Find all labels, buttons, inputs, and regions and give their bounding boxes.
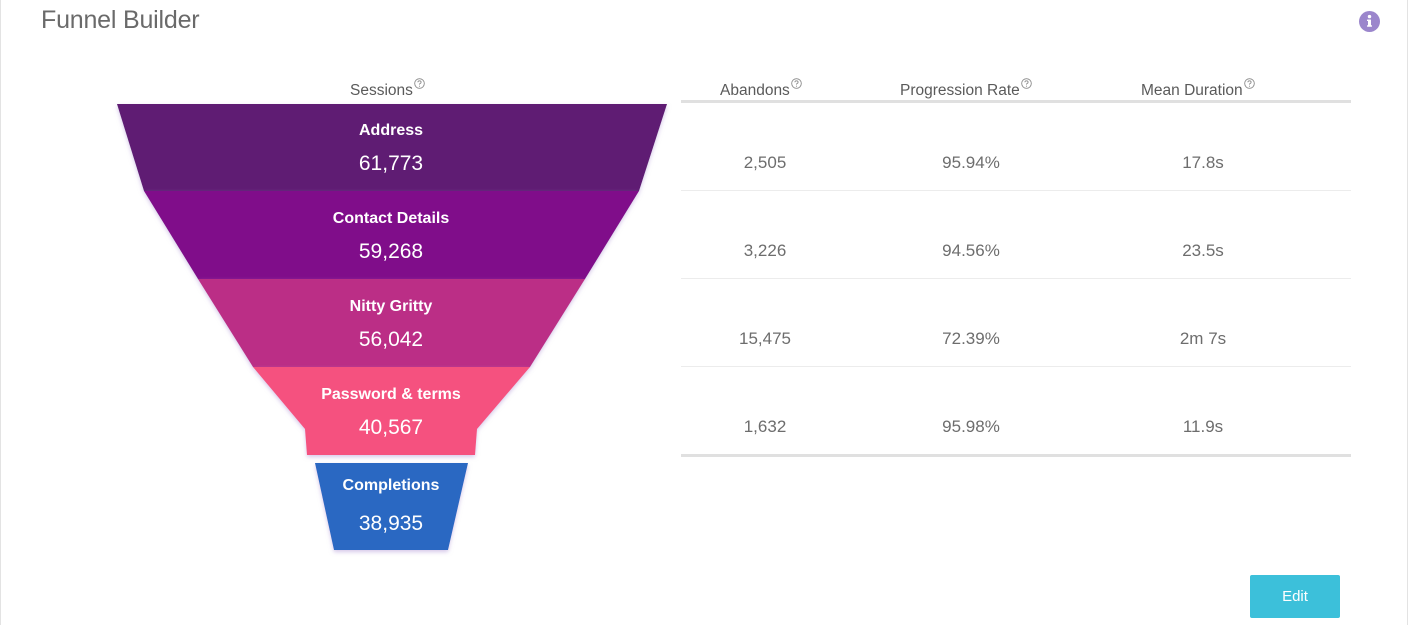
stage-name: Address	[358, 122, 424, 139]
mean-duration-cell: 17.8s	[1182, 153, 1224, 172]
abandons-cell: 1,632	[743, 417, 787, 436]
funnel-stats-table: 2,505 95.94% 17.8s 3,226 94.56% 23.5s 15…	[681, 100, 1351, 458]
table-row: 1,632 95.98% 11.9s	[681, 367, 1351, 455]
abandons-cell: 15,475	[739, 329, 791, 348]
column-header-label: Sessions	[350, 82, 413, 99]
page-title: Funnel Builder	[41, 6, 200, 34]
progression-rate-cell: 95.94%	[942, 153, 1000, 172]
question-circle-icon[interactable]	[1021, 78, 1032, 89]
progression-rate-cell: 94.56%	[942, 241, 1000, 260]
progression-rate-cell: 72.39%	[942, 329, 1000, 348]
column-header-label: Abandons	[720, 82, 790, 99]
table-divider	[681, 454, 1351, 457]
mean-duration-cell: 2m 7s	[1179, 329, 1227, 348]
table-row: 2,505 95.94% 17.8s	[681, 103, 1351, 191]
column-header-label: Mean Duration	[1141, 82, 1243, 99]
stage-sessions: 38,935	[358, 512, 424, 535]
stage-sessions: 56,042	[358, 328, 424, 351]
funnel-stage-contact-details[interactable]	[144, 191, 639, 279]
question-circle-icon[interactable]	[1243, 78, 1255, 89]
stage-name: Password & terms	[321, 386, 461, 403]
question-circle-icon[interactable]	[414, 78, 425, 89]
stage-sessions: 61,773	[358, 152, 424, 175]
table-row: 3,226 94.56% 23.5s	[681, 191, 1351, 279]
stage-name: Completions	[342, 477, 440, 494]
mean-duration-cell: 23.5s	[1182, 241, 1224, 260]
table-divider	[681, 100, 1351, 103]
stage-sessions: 40,567	[358, 416, 424, 439]
funnel-stage-nitty-gritty[interactable]	[198, 279, 585, 367]
column-header-mean-duration: Mean Duration	[1141, 78, 1255, 100]
abandons-cell: 2,505	[743, 153, 787, 172]
abandons-cell: 3,226	[743, 241, 787, 260]
edit-button[interactable]: Edit	[1250, 575, 1340, 618]
column-header-sessions: Sessions	[350, 78, 425, 100]
funnel-stage-completions[interactable]	[315, 463, 468, 550]
funnel-stage-address[interactable]	[117, 104, 667, 191]
column-header-abandons: Abandons	[720, 78, 802, 100]
column-header-label: Progression Rate	[900, 82, 1020, 99]
progression-rate-cell: 95.98%	[942, 417, 1000, 436]
stage-name: Contact Details	[332, 210, 450, 227]
funnel-chart	[117, 104, 667, 550]
stage-sessions: 59,268	[358, 240, 424, 263]
column-header-progression-rate: Progression Rate	[900, 78, 1032, 100]
funnel-stage-password-terms[interactable]	[253, 367, 530, 455]
question-circle-icon[interactable]	[791, 78, 802, 89]
mean-duration-cell: 11.9s	[1182, 417, 1224, 436]
stage-name: Nitty Gritty	[349, 298, 433, 315]
table-row: 15,475 72.39% 2m 7s	[681, 279, 1351, 367]
info-icon[interactable]	[1359, 11, 1380, 32]
